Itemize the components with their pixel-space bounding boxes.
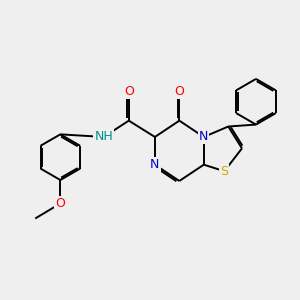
Text: O: O bbox=[56, 197, 65, 210]
Text: N: N bbox=[199, 130, 208, 143]
Text: O: O bbox=[124, 85, 134, 98]
Text: N: N bbox=[150, 158, 160, 171]
Text: NH: NH bbox=[94, 130, 113, 143]
Text: O: O bbox=[174, 85, 184, 98]
Text: S: S bbox=[220, 165, 228, 178]
